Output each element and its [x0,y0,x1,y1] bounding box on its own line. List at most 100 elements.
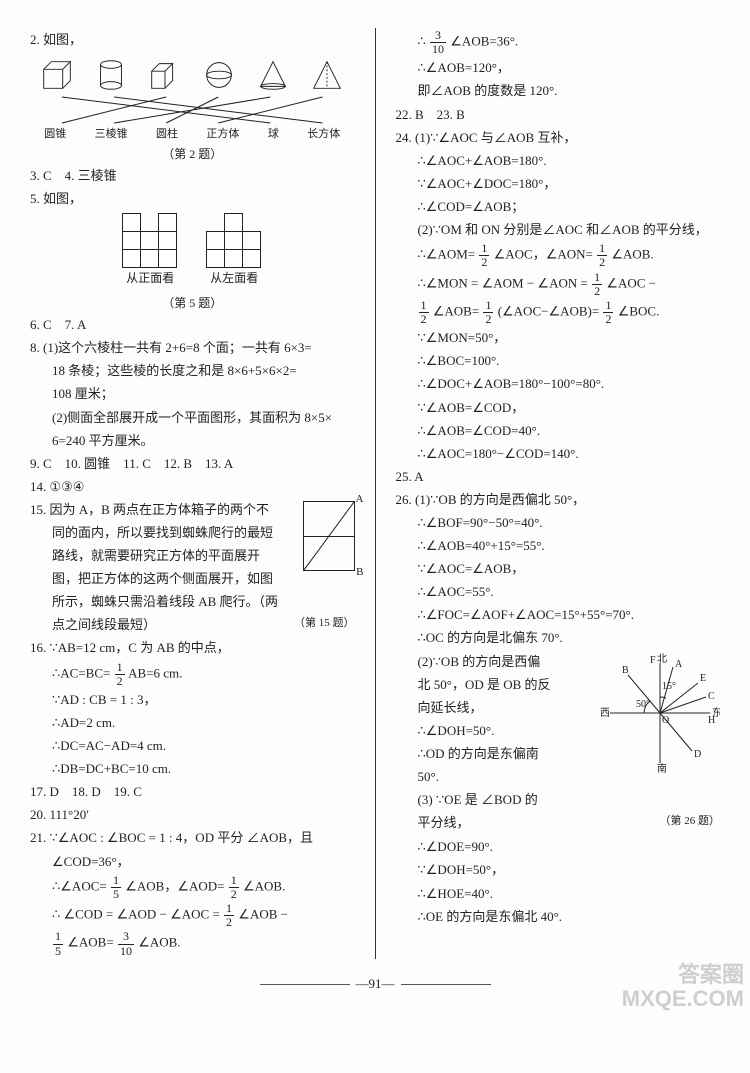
q15-A: A [356,490,364,509]
q2-matching-lines [36,95,349,125]
r6: ∵∠AOC+∠DOC=180°， [396,173,721,195]
r3: 22. B 23. B [396,104,721,126]
q3: 3. C 4. 三棱锥 [30,165,355,187]
svg-text:O: O [662,715,669,726]
q9: 9. C 10. 圆锥 11. C 12. B 13. A [30,453,355,475]
r23: ∴∠AOC=55°. [396,581,721,603]
q15-B: B [356,563,363,582]
q26-caption: （第 26 题） [660,812,721,831]
q2-shapes [30,55,355,95]
svg-text:50°: 50° [636,699,650,710]
r0: ∴ 310 ∠AOB=36°. [396,29,721,56]
r36: ∴∠HOE=40°. [396,883,721,905]
right-column: ∴ 310 ∠AOB=36°. ∴∠AOB=120°， 即∠AOB 的度数是 1… [396,28,721,959]
q8a: 8. (1)这个六棱柱一共有 2+6=8 个面；一共有 6×3= [30,337,355,359]
svg-text:A: A [675,659,683,670]
q2-label: 长方体 [307,125,340,144]
r34: ∴∠DOE=90°. [396,836,721,858]
page-columns: 2. 如图， 圆锥 三棱锥 圆柱 正方体 球 长方体 （第 2 题） 3 [30,28,720,959]
q2-intro: 2. 如图， [30,29,355,51]
column-divider [375,28,376,959]
q15-figure: A B [303,501,355,571]
svg-text:F: F [650,655,656,666]
r12: ∵∠MON=50°， [396,327,721,349]
q15-block: A B 15. 因为 A，B 两点在正方体箱子的两个不 同的面内，所以要找到蜘蛛… [30,499,355,637]
r7: ∴∠COD=∠AOB； [396,196,721,218]
shape-cone [254,55,292,95]
shape-tri-pyramid [308,55,346,95]
q2-caption: （第 2 题） [30,144,355,164]
r25: ∴OC 的方向是北偏东 70°. [396,627,721,649]
r24: ∴∠FOC=∠AOF+∠AOC=15°+55°=70°. [396,604,721,626]
q2-label: 圆柱 [156,125,178,144]
q2-labels: 圆锥 三棱锥 圆柱 正方体 球 长方体 [30,125,355,144]
q8d: (2)侧面全部展开成一个平面图形，其面积为 8×5× [30,407,355,429]
svg-text:E: E [700,673,706,684]
r19: 26. (1)∵OB 的方向是西偏北 50°， [396,489,721,511]
q15-caption: （第 15 题） [294,614,355,633]
svg-text:北: 北 [657,653,667,665]
r18: 25. A [396,466,721,488]
svg-text:西: 西 [600,708,610,719]
q8c: 108 厘米； [30,383,355,405]
q21c: ∴∠AOC= 15 ∠AOB，∠AOD= 12 ∠AOB. [30,874,355,901]
r33: 平分线， （第 26 题） [396,812,721,834]
shape-cuboid [146,55,184,95]
r32: (3) ∵OE 是 ∠BOD 的 [396,789,721,811]
svg-text:B: B [622,665,629,676]
shape-cylinder [92,55,130,95]
q2-label: 圆锥 [44,125,66,144]
q5-front-view [123,214,177,268]
r20: ∴∠BOF=90°−50°=40°. [396,512,721,534]
q5-left-view [207,214,261,268]
svg-text:D: D [694,749,701,760]
r17: ∴∠AOC=180°−∠COD=140°. [396,443,721,465]
q5-caption: （第 5 题） [30,293,355,313]
q6: 6. C 7. A [30,314,355,336]
q15e: 所示，蜘蛛只需沿着线段 AB 爬行。（两 [30,591,355,613]
svg-text:15°: 15° [662,681,676,692]
q20: 20. 111°20′ [30,804,355,826]
q5-label-left: 从左面看 [207,268,261,288]
q15f: 点之间线段最短） （第 15 题） [30,614,355,636]
q2-label: 三棱锥 [95,125,128,144]
r1: ∴∠AOB=120°， [396,57,721,79]
r4: 24. (1)∵∠AOC 与∠AOB 互补， [396,127,721,149]
r37: ∴OE 的方向是东偏北 40°. [396,906,721,928]
r9: ∴∠AOM= 12 ∠AOC，∠AON= 12 ∠AOB. [396,242,721,269]
q26-compass-figure: 北 南 东 西 A B C D E F O H 15° 50° [600,653,720,773]
svg-text:南: 南 [657,762,667,773]
q21b: ∠COD=36°， [30,851,355,873]
shape-cube [38,55,76,95]
q16b: ∴AC=BC= 12 AB=6 cm. [30,661,355,688]
q21d: ∴ ∠COD = ∠AOD − ∠AOC = 12 ∠AOB − [30,902,355,929]
r22: ∵∠AOC=∠AOB， [396,558,721,580]
r2: 即∠AOB 的度数是 120°. [396,80,721,102]
r35: ∵∠DOH=50°， [396,859,721,881]
q2-label: 正方体 [206,125,239,144]
page-number: —91— [30,973,720,995]
r13: ∴∠BOC=100°. [396,350,721,372]
q16c: ∵AD : CB = 1 : 3， [30,689,355,711]
r8: (2)∵OM 和 ON 分别是∠AOC 和∠AOB 的平分线， [396,219,721,241]
q5-intro: 5. 如图， [30,188,355,210]
shape-sphere [200,55,238,95]
r5: ∴∠AOC+∠AOB=180°. [396,150,721,172]
q16e: ∴DC=AC−AD=4 cm. [30,735,355,757]
r16: ∴∠AOB=∠COD=40°. [396,420,721,442]
q21e: 15 ∠AOB= 310 ∠AOB. [30,930,355,957]
q5-grids: 从正面看 从左面看 [30,214,355,288]
q17: 17. D 18. D 19. C [30,781,355,803]
r10: ∴∠MON = ∠AOM − ∠AON = 12 ∠AOC − [396,271,721,298]
svg-text:C: C [708,691,715,702]
q16d: ∴AD=2 cm. [30,712,355,734]
q8e: 6=240 平方厘米。 [30,430,355,452]
q8b: 18 条棱；这些棱的长度之和是 8×6+5×6×2= [30,360,355,382]
q14: 14. ①③④ [30,476,355,498]
svg-text:H: H [708,715,715,726]
q21a: 21. ∵∠AOC : ∠BOC = 1 : 4，OD 平分 ∠AOB，且 [30,827,355,849]
q15d: 图，把正方体的这两个侧面展开，如图 [30,568,355,590]
r26-block: 北 南 东 西 A B C D E F O H 15° 50° [396,651,721,835]
q16a: 16. ∵AB=12 cm，C 为 AB 的中点， [30,637,355,659]
q16f: ∴DB=DC+BC=10 cm. [30,758,355,780]
